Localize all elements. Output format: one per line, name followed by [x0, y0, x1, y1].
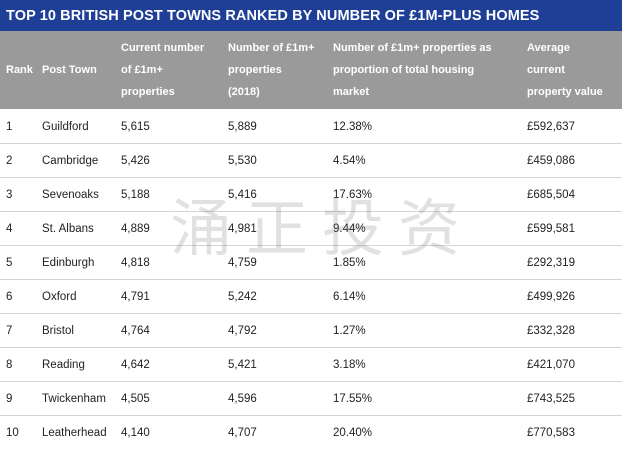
- cell-proportion: 12.38%: [333, 121, 373, 133]
- header-2018-line: Number of £1m+: [228, 42, 315, 54]
- cell-2018: 5,889: [228, 121, 257, 133]
- cell-proportion: 6.14%: [333, 291, 366, 303]
- cell-proportion: 17.55%: [333, 393, 373, 405]
- cell-proportion: 9.44%: [333, 223, 366, 235]
- header-proportion-line: proportion of total housing: [333, 64, 475, 76]
- table-header: Rank Post Town Current number of £1m+ pr…: [0, 31, 622, 109]
- header-current-line: properties: [121, 86, 175, 98]
- cell-average: £459,086: [527, 155, 575, 167]
- cell-2018: 4,759: [228, 257, 257, 269]
- cell-town: Oxford: [42, 291, 77, 303]
- header-number-2018: Number of £1m+ properties (2018): [228, 37, 315, 103]
- table-title-bar: TOP 10 BRITISH POST TOWNS RANKED BY NUMB…: [0, 0, 622, 31]
- cell-current: 4,764: [121, 325, 150, 337]
- cell-rank: 2: [6, 155, 13, 167]
- cell-town: St. Albans: [42, 223, 94, 235]
- cell-proportion: 1.85%: [333, 257, 366, 269]
- header-current-line: Current number: [121, 42, 205, 54]
- cell-town: Bristol: [42, 325, 74, 337]
- header-post-town: Post Town: [42, 64, 97, 76]
- table-row: 1 Guildford 5,615 5,889 12.38% £592,637: [0, 110, 622, 144]
- table-row: 5 Edinburgh 4,818 4,759 1.85% £292,319: [0, 246, 622, 280]
- table-title: TOP 10 BRITISH POST TOWNS RANKED BY NUMB…: [6, 7, 540, 24]
- cell-average: £685,504: [527, 189, 575, 201]
- cell-town: Reading: [42, 359, 85, 371]
- cell-average: £292,319: [527, 257, 575, 269]
- cell-proportion: 17.63%: [333, 189, 373, 201]
- header-2018-line: properties: [228, 64, 282, 76]
- cell-rank: 9: [6, 393, 13, 405]
- cell-proportion: 20.40%: [333, 427, 373, 439]
- header-average-line: property value: [527, 86, 603, 98]
- cell-2018: 4,596: [228, 393, 257, 405]
- cell-current: 5,188: [121, 189, 150, 201]
- table-row: 9 Twickenham 4,505 4,596 17.55% £743,525: [0, 382, 622, 416]
- header-current-number: Current number of £1m+ properties: [121, 37, 204, 103]
- cell-town: Guildford: [42, 121, 89, 133]
- header-proportion-line: Number of £1m+ properties as: [333, 42, 492, 54]
- cell-current: 4,818: [121, 257, 150, 269]
- header-average-line: Average: [527, 42, 571, 54]
- header-proportion-line: market: [333, 86, 370, 98]
- cell-average: £599,581: [527, 223, 575, 235]
- cell-current: 4,889: [121, 223, 150, 235]
- cell-2018: 4,707: [228, 427, 257, 439]
- cell-current: 4,642: [121, 359, 150, 371]
- table-row: 8 Reading 4,642 5,421 3.18% £421,070: [0, 348, 622, 382]
- cell-current: 5,426: [121, 155, 150, 167]
- cell-proportion: 3.18%: [333, 359, 366, 371]
- cell-rank: 6: [6, 291, 13, 303]
- cell-proportion: 4.54%: [333, 155, 366, 167]
- cell-current: 4,505: [121, 393, 150, 405]
- table-row: 4 St. Albans 4,889 4,981 9.44% £599,581: [0, 212, 622, 246]
- cell-rank: 4: [6, 223, 13, 235]
- table-row: 3 Sevenoaks 5,188 5,416 17.63% £685,504: [0, 178, 622, 212]
- cell-town: Edinburgh: [42, 257, 95, 269]
- cell-rank: 7: [6, 325, 13, 337]
- header-2018-line: (2018): [228, 86, 260, 98]
- cell-average: £592,637: [527, 121, 575, 133]
- table-row: 2 Cambridge 5,426 5,530 4.54% £459,086: [0, 144, 622, 178]
- cell-rank: 3: [6, 189, 13, 201]
- cell-proportion: 1.27%: [333, 325, 366, 337]
- cell-town: Twickenham: [42, 393, 106, 405]
- cell-current: 5,615: [121, 121, 150, 133]
- cell-town: Sevenoaks: [42, 189, 99, 201]
- header-rank: Rank: [6, 64, 33, 76]
- cell-town: Leatherhead: [42, 427, 107, 439]
- cell-current: 4,791: [121, 291, 150, 303]
- cell-average: £332,328: [527, 325, 575, 337]
- cell-2018: 4,792: [228, 325, 257, 337]
- cell-rank: 5: [6, 257, 13, 269]
- header-average-value: Average current property value: [527, 37, 603, 103]
- cell-2018: 5,242: [228, 291, 257, 303]
- cell-average: £499,926: [527, 291, 575, 303]
- table-row: 7 Bristol 4,764 4,792 1.27% £332,328: [0, 314, 622, 348]
- cell-2018: 5,416: [228, 189, 257, 201]
- header-current-line: of £1m+: [121, 64, 163, 76]
- cell-2018: 4,981: [228, 223, 257, 235]
- cell-rank: 8: [6, 359, 13, 371]
- cell-average: £743,525: [527, 393, 575, 405]
- table-row: 6 Oxford 4,791 5,242 6.14% £499,926: [0, 280, 622, 314]
- cell-town: Cambridge: [42, 155, 99, 167]
- table-row: 10 Leatherhead 4,140 4,707 20.40% £770,5…: [0, 416, 622, 450]
- cell-2018: 5,421: [228, 359, 257, 371]
- cell-rank: 10: [6, 427, 19, 439]
- cell-2018: 5,530: [228, 155, 257, 167]
- header-average-line: current: [527, 64, 565, 76]
- cell-rank: 1: [6, 121, 13, 133]
- cell-average: £770,583: [527, 427, 575, 439]
- cell-average: £421,070: [527, 359, 575, 371]
- cell-current: 4,140: [121, 427, 150, 439]
- header-proportion: Number of £1m+ properties as proportion …: [333, 37, 492, 103]
